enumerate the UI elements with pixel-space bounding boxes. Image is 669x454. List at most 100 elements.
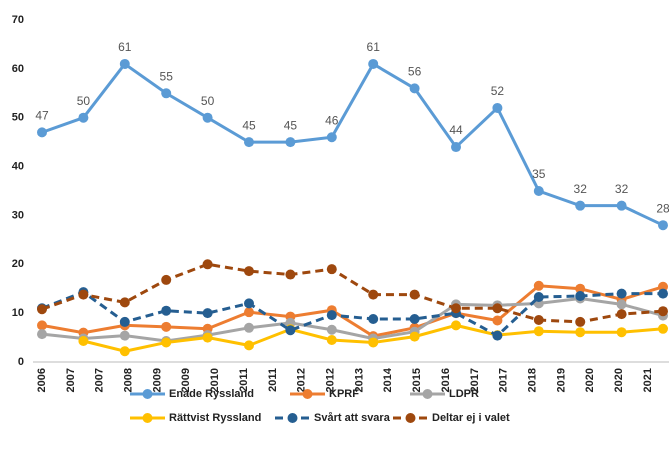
- x-tick-label: 2019: [555, 368, 567, 392]
- data-point: [492, 330, 503, 341]
- data-point: [533, 326, 544, 337]
- legend-marker: [302, 389, 313, 399]
- data-point: [658, 220, 668, 231]
- data-point: [119, 346, 130, 357]
- data-label: 50: [77, 94, 91, 108]
- legend-label: Svårt att svara: [314, 412, 391, 424]
- data-point: [616, 309, 627, 320]
- data-label: 35: [532, 167, 546, 181]
- legend-marker: [142, 389, 153, 399]
- data-point: [161, 337, 172, 348]
- x-tick-label: 2008: [122, 368, 134, 392]
- data-point: [533, 292, 544, 303]
- x-tick-label: 2010: [209, 368, 221, 392]
- data-label: 61: [118, 40, 132, 54]
- x-tick-label: 2018: [526, 368, 538, 392]
- data-point: [492, 315, 503, 326]
- x-tick-label: 2016: [440, 368, 452, 392]
- legend-label: KPRF: [329, 388, 359, 400]
- data-point: [451, 320, 461, 331]
- legend-label: Rättvist Ryssland: [169, 412, 261, 424]
- x-tick-label: 2021: [642, 368, 654, 392]
- data-point: [285, 269, 296, 280]
- data-point: [37, 329, 47, 340]
- data-point: [202, 112, 213, 123]
- series-line: [41, 262, 664, 324]
- data-label: 61: [367, 40, 381, 54]
- x-tick-label: 2015: [411, 368, 423, 392]
- x-tick-label: 2006: [36, 368, 48, 392]
- data-point: [368, 289, 379, 300]
- legend-label: Deltar ej i valet: [432, 412, 510, 424]
- data-point: [575, 291, 586, 302]
- data-point: [119, 330, 130, 341]
- x-tick-label: 2009: [180, 368, 192, 392]
- data-point: [658, 323, 668, 334]
- x-tick-label: 2014: [382, 367, 394, 392]
- data-point: [326, 264, 337, 275]
- data-point: [533, 186, 544, 196]
- data-label: 28: [656, 201, 669, 215]
- data-point: [326, 310, 337, 321]
- data-point: [119, 58, 130, 69]
- data-label: 47: [35, 109, 49, 123]
- data-point: [409, 314, 420, 325]
- data-point: [244, 340, 254, 351]
- data-point: [37, 127, 47, 138]
- data-point: [409, 331, 420, 342]
- data-point: [451, 142, 461, 153]
- data-point: [285, 137, 296, 148]
- data-point: [161, 88, 172, 99]
- data-point: [451, 303, 461, 314]
- data-point: [658, 281, 668, 292]
- y-tick-label: 40: [12, 160, 24, 172]
- data-point: [533, 314, 544, 325]
- data-label: 32: [615, 182, 629, 196]
- data-point: [616, 288, 627, 299]
- y-tick-label: 30: [12, 209, 24, 221]
- data-point: [244, 298, 254, 309]
- series-line: [41, 284, 664, 338]
- data-point: [368, 314, 379, 325]
- legend-label: Enade Ryssland: [169, 388, 254, 400]
- y-tick-label: 0: [18, 356, 24, 368]
- data-point: [575, 327, 586, 338]
- data-point: [492, 303, 503, 314]
- data-point: [616, 200, 627, 211]
- legend-marker: [142, 413, 153, 423]
- x-tick-label: 2012: [296, 368, 308, 392]
- series-line: [41, 296, 664, 343]
- data-point: [326, 335, 337, 346]
- data-label: 50: [201, 94, 215, 108]
- data-point: [202, 259, 213, 270]
- data-point: [575, 283, 586, 294]
- x-tick-label: 2020: [613, 368, 625, 392]
- data-point: [409, 83, 420, 94]
- data-point: [326, 132, 337, 143]
- data-point: [202, 308, 213, 319]
- data-label: 32: [574, 182, 588, 196]
- data-point: [37, 304, 47, 315]
- data-label: 52: [491, 84, 505, 98]
- data-point: [161, 274, 172, 285]
- x-tick-label: 2020: [584, 368, 596, 392]
- data-point: [37, 320, 47, 331]
- data-label: 45: [284, 118, 298, 132]
- data-point: [409, 289, 420, 300]
- x-tick-label: 2011: [267, 368, 279, 392]
- data-point: [244, 137, 254, 148]
- data-point: [161, 305, 172, 316]
- legend-marker: [287, 413, 298, 423]
- data-point: [492, 102, 503, 113]
- data-point: [658, 306, 668, 317]
- x-tick-label: 2007: [94, 368, 106, 392]
- legend-marker: [405, 413, 416, 423]
- data-point: [78, 289, 89, 300]
- x-tick-label: 2013: [353, 368, 365, 392]
- x-tick-label: 2011: [238, 368, 250, 392]
- x-tick-label: 2009: [151, 368, 163, 392]
- data-point: [575, 316, 586, 327]
- data-point: [368, 58, 379, 69]
- data-point: [78, 112, 89, 123]
- data-point: [244, 266, 254, 277]
